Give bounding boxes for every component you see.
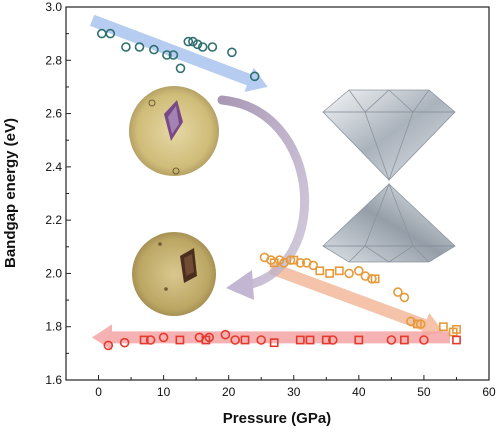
x-tick-label: 20 <box>222 385 236 399</box>
data-point-circle <box>158 332 169 343</box>
data-point-circle <box>386 335 397 345</box>
x-tick-label: 10 <box>157 385 171 399</box>
data-point-circle <box>308 260 319 271</box>
trend-arrow-0 <box>89 14 268 93</box>
x-axis-title: Pressure (GPa) <box>223 410 331 427</box>
x-tick-label: 50 <box>417 385 431 399</box>
data-point-circle <box>220 329 231 340</box>
data-point-square <box>139 335 149 345</box>
data-point-square <box>370 274 380 284</box>
trend-arrow-1 <box>268 262 444 338</box>
data-point-square <box>315 266 325 276</box>
x-tick-label: 30 <box>287 385 301 399</box>
trend-arrows <box>89 14 450 351</box>
data-point-square <box>452 335 461 345</box>
data-point-square <box>354 335 364 345</box>
data-point-circle <box>230 335 240 345</box>
data-point-circle <box>149 44 159 55</box>
y-tick-label: 2.2 <box>45 213 62 227</box>
y-tick-label: 1.8 <box>45 320 62 334</box>
data-point-circle <box>419 335 429 345</box>
data-point-circle <box>399 292 410 303</box>
data-point-circle <box>227 47 237 58</box>
data-point-circle <box>197 42 208 52</box>
data-point-circle <box>344 268 354 279</box>
data-point-circle <box>249 71 260 82</box>
data-point-square <box>305 335 315 345</box>
data-point-square <box>201 335 211 345</box>
y-tick-label: 2.4 <box>45 160 62 174</box>
data-point-square <box>334 266 344 276</box>
data-point-circle <box>327 335 338 345</box>
y-tick-label: 2.8 <box>45 53 62 67</box>
data-point-circle <box>134 42 145 52</box>
y-tick-label: 2.0 <box>45 266 62 280</box>
data-point-circle <box>192 39 203 50</box>
data-point-square <box>412 319 422 329</box>
data-point-square <box>452 324 461 334</box>
diamond-anvil-cell-icon <box>322 89 456 263</box>
data-point-square <box>438 322 448 332</box>
data-point-circle <box>393 287 403 297</box>
crystal-photo-low-gap <box>132 232 216 316</box>
data-point-square <box>240 335 250 345</box>
data-point-square <box>269 338 279 348</box>
y-tick-label: 3.0 <box>45 0 62 14</box>
data-point-circle <box>194 332 205 343</box>
data-point-circle <box>183 36 194 47</box>
data-point-square <box>325 268 334 278</box>
data-point-circle <box>145 335 156 345</box>
data-point-circle <box>207 42 218 52</box>
data-point-circle <box>168 50 179 60</box>
data-point-square <box>289 255 299 265</box>
x-tick-label: 0 <box>95 385 102 399</box>
data-point-square <box>175 335 185 345</box>
data-point-square <box>399 335 409 345</box>
data-point-square <box>321 335 331 345</box>
axis-ticks: 0 10 20 30 40 50 60 1.6 1.8 2.0 2.2 2.4 2.6 2.8 3.0 <box>45 0 496 399</box>
data-point-circle <box>162 50 172 60</box>
trend-arrow-2 <box>92 324 450 351</box>
data-point-square <box>295 335 305 345</box>
data-point-circle <box>256 335 267 345</box>
y-axis-title: Bandgap energy (eV) <box>2 118 19 268</box>
data-point-circle <box>105 28 116 39</box>
data-point-circle <box>103 340 114 351</box>
gray-purple-fading-arrow <box>217 95 310 300</box>
data-point-circle <box>353 265 364 276</box>
x-tick-label: 40 <box>352 385 366 399</box>
data-point-square <box>269 258 279 268</box>
x-tick-label: 60 <box>482 385 496 399</box>
data-point-circle <box>119 337 130 348</box>
data-points <box>97 28 461 351</box>
data-point-circle <box>97 28 107 39</box>
data-point-circle <box>406 316 416 327</box>
data-point-circle <box>121 42 131 52</box>
y-tick-label: 1.6 <box>45 373 62 387</box>
crystal-photo-high-gap <box>129 86 219 176</box>
data-point-circle <box>295 257 306 268</box>
data-point-circle <box>175 63 186 74</box>
y-tick-label: 2.6 <box>45 107 62 121</box>
